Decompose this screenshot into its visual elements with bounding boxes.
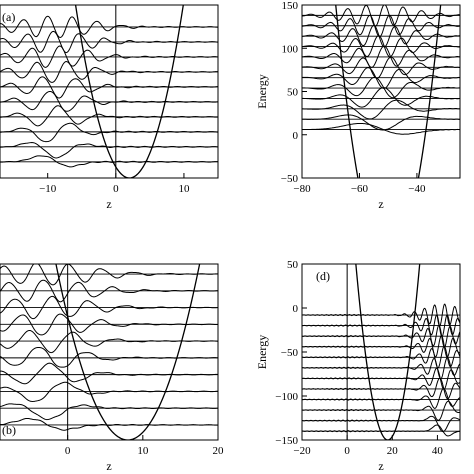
x-tick-label: 40	[432, 445, 444, 457]
wavefunction-6	[302, 56, 460, 79]
wavefunction-7	[0, 295, 218, 320]
wavefunction-0	[0, 417, 218, 431]
wavefunction-4	[0, 90, 218, 112]
y-axis-label: Energy	[255, 335, 269, 369]
wavefunction-6	[0, 61, 218, 83]
x-tick-label: −10	[39, 183, 57, 195]
wavefunction-5	[0, 76, 218, 99]
panel-a: −10 0 10 z (a)	[0, 4, 219, 211]
wavefunction-3	[302, 87, 460, 108]
x-tick-label: −80	[293, 183, 311, 195]
wavefunction-6	[302, 357, 460, 380]
y-tick-label: −150	[275, 435, 298, 447]
potential-curve	[335, 5, 442, 178]
wavefunction-8	[302, 35, 460, 58]
plot-area	[302, 264, 460, 440]
x-axis-label: z	[378, 197, 383, 211]
x-tick-label: 10	[137, 445, 149, 457]
wavefunction-10	[302, 14, 460, 38]
wavefunction-6	[0, 313, 218, 336]
wavefunction-9	[0, 15, 218, 38]
x-tick-label: 20	[213, 445, 225, 457]
wavefunction-4	[302, 76, 460, 99]
wavefunction-2	[302, 400, 460, 421]
panel-upper-right: −80 −60 −40 −50 0 50 100 150 z Energy	[255, 0, 461, 211]
wavefunction-2	[0, 381, 218, 402]
x-tick-label: −60	[351, 183, 369, 195]
wavefunction-11	[302, 5, 460, 27]
potential-curve	[74, 5, 184, 178]
wavefunction-2	[0, 122, 218, 143]
y-axis-label: Energy	[255, 74, 269, 108]
potential-curve	[355, 264, 421, 440]
plot-area	[0, 264, 218, 440]
plot-area	[302, 5, 460, 178]
wavefunction-1	[0, 403, 218, 421]
wavefunction-8	[0, 279, 218, 303]
y-tick-label: −50	[281, 173, 299, 185]
y-tick-label: 150	[282, 0, 299, 12]
wavefunction-5	[302, 67, 460, 89]
wavefunction-3	[302, 388, 460, 409]
panel-label: (b)	[2, 423, 16, 437]
plot-frame	[301, 263, 461, 441]
plot-frame	[301, 4, 461, 179]
wavefunction-7	[302, 45, 460, 68]
wavefunction-9	[0, 264, 218, 286]
wavefunction-3	[0, 362, 218, 385]
wavefunction-8	[0, 30, 218, 54]
plot-frame	[0, 263, 219, 441]
y-tick-label: 50	[287, 259, 299, 271]
wavefunction-9	[302, 324, 460, 348]
wavefunction-3	[0, 105, 218, 127]
wavefunction-0	[302, 122, 460, 135]
panel-b: 0 10 20 z (b)	[0, 263, 225, 473]
wavefunction-8	[302, 335, 460, 358]
x-tick-label: 0	[65, 445, 71, 457]
y-tick-label: 0	[293, 303, 299, 315]
y-tick-label: 0	[293, 130, 299, 142]
x-tick-label: 10	[178, 183, 190, 195]
x-tick-label: −40	[408, 183, 426, 195]
panel-label: (a)	[2, 10, 15, 24]
wavefunction-9	[302, 24, 460, 48]
plot-area	[0, 5, 218, 178]
wavefunction-1	[302, 114, 460, 131]
wavefunction-5	[0, 329, 218, 354]
wavefunction-4	[302, 377, 460, 400]
x-axis-label: z	[378, 459, 383, 473]
wavefunction-7	[0, 45, 218, 68]
wavefunction-11	[302, 303, 460, 327]
x-tick-label: 0	[113, 183, 119, 195]
x-tick-label: 20	[387, 445, 399, 457]
plot-frame	[0, 4, 219, 179]
wavefunction-4	[0, 346, 218, 368]
wavefunction-2	[302, 99, 460, 120]
y-tick-label: −50	[281, 347, 299, 359]
x-tick-label: −20	[293, 445, 311, 457]
y-tick-label: −100	[275, 391, 298, 403]
wavefunction-1	[302, 415, 460, 433]
x-axis-label: z	[106, 459, 111, 473]
wavefunction-0	[302, 424, 460, 437]
wavefunction-1	[0, 142, 218, 159]
y-tick-label: 100	[282, 43, 299, 55]
wavefunction-10	[302, 314, 460, 338]
panel-label: (d)	[316, 269, 330, 283]
wavefunction-0	[0, 155, 218, 168]
x-axis-label: z	[106, 197, 111, 211]
panel-d: −20 0 20 40 −150 −100 −50 0 50 z Energy (d)	[255, 259, 461, 473]
y-tick-label: 50	[287, 87, 299, 99]
wavefunction-5	[302, 367, 460, 390]
x-tick-label: 0	[344, 445, 350, 457]
